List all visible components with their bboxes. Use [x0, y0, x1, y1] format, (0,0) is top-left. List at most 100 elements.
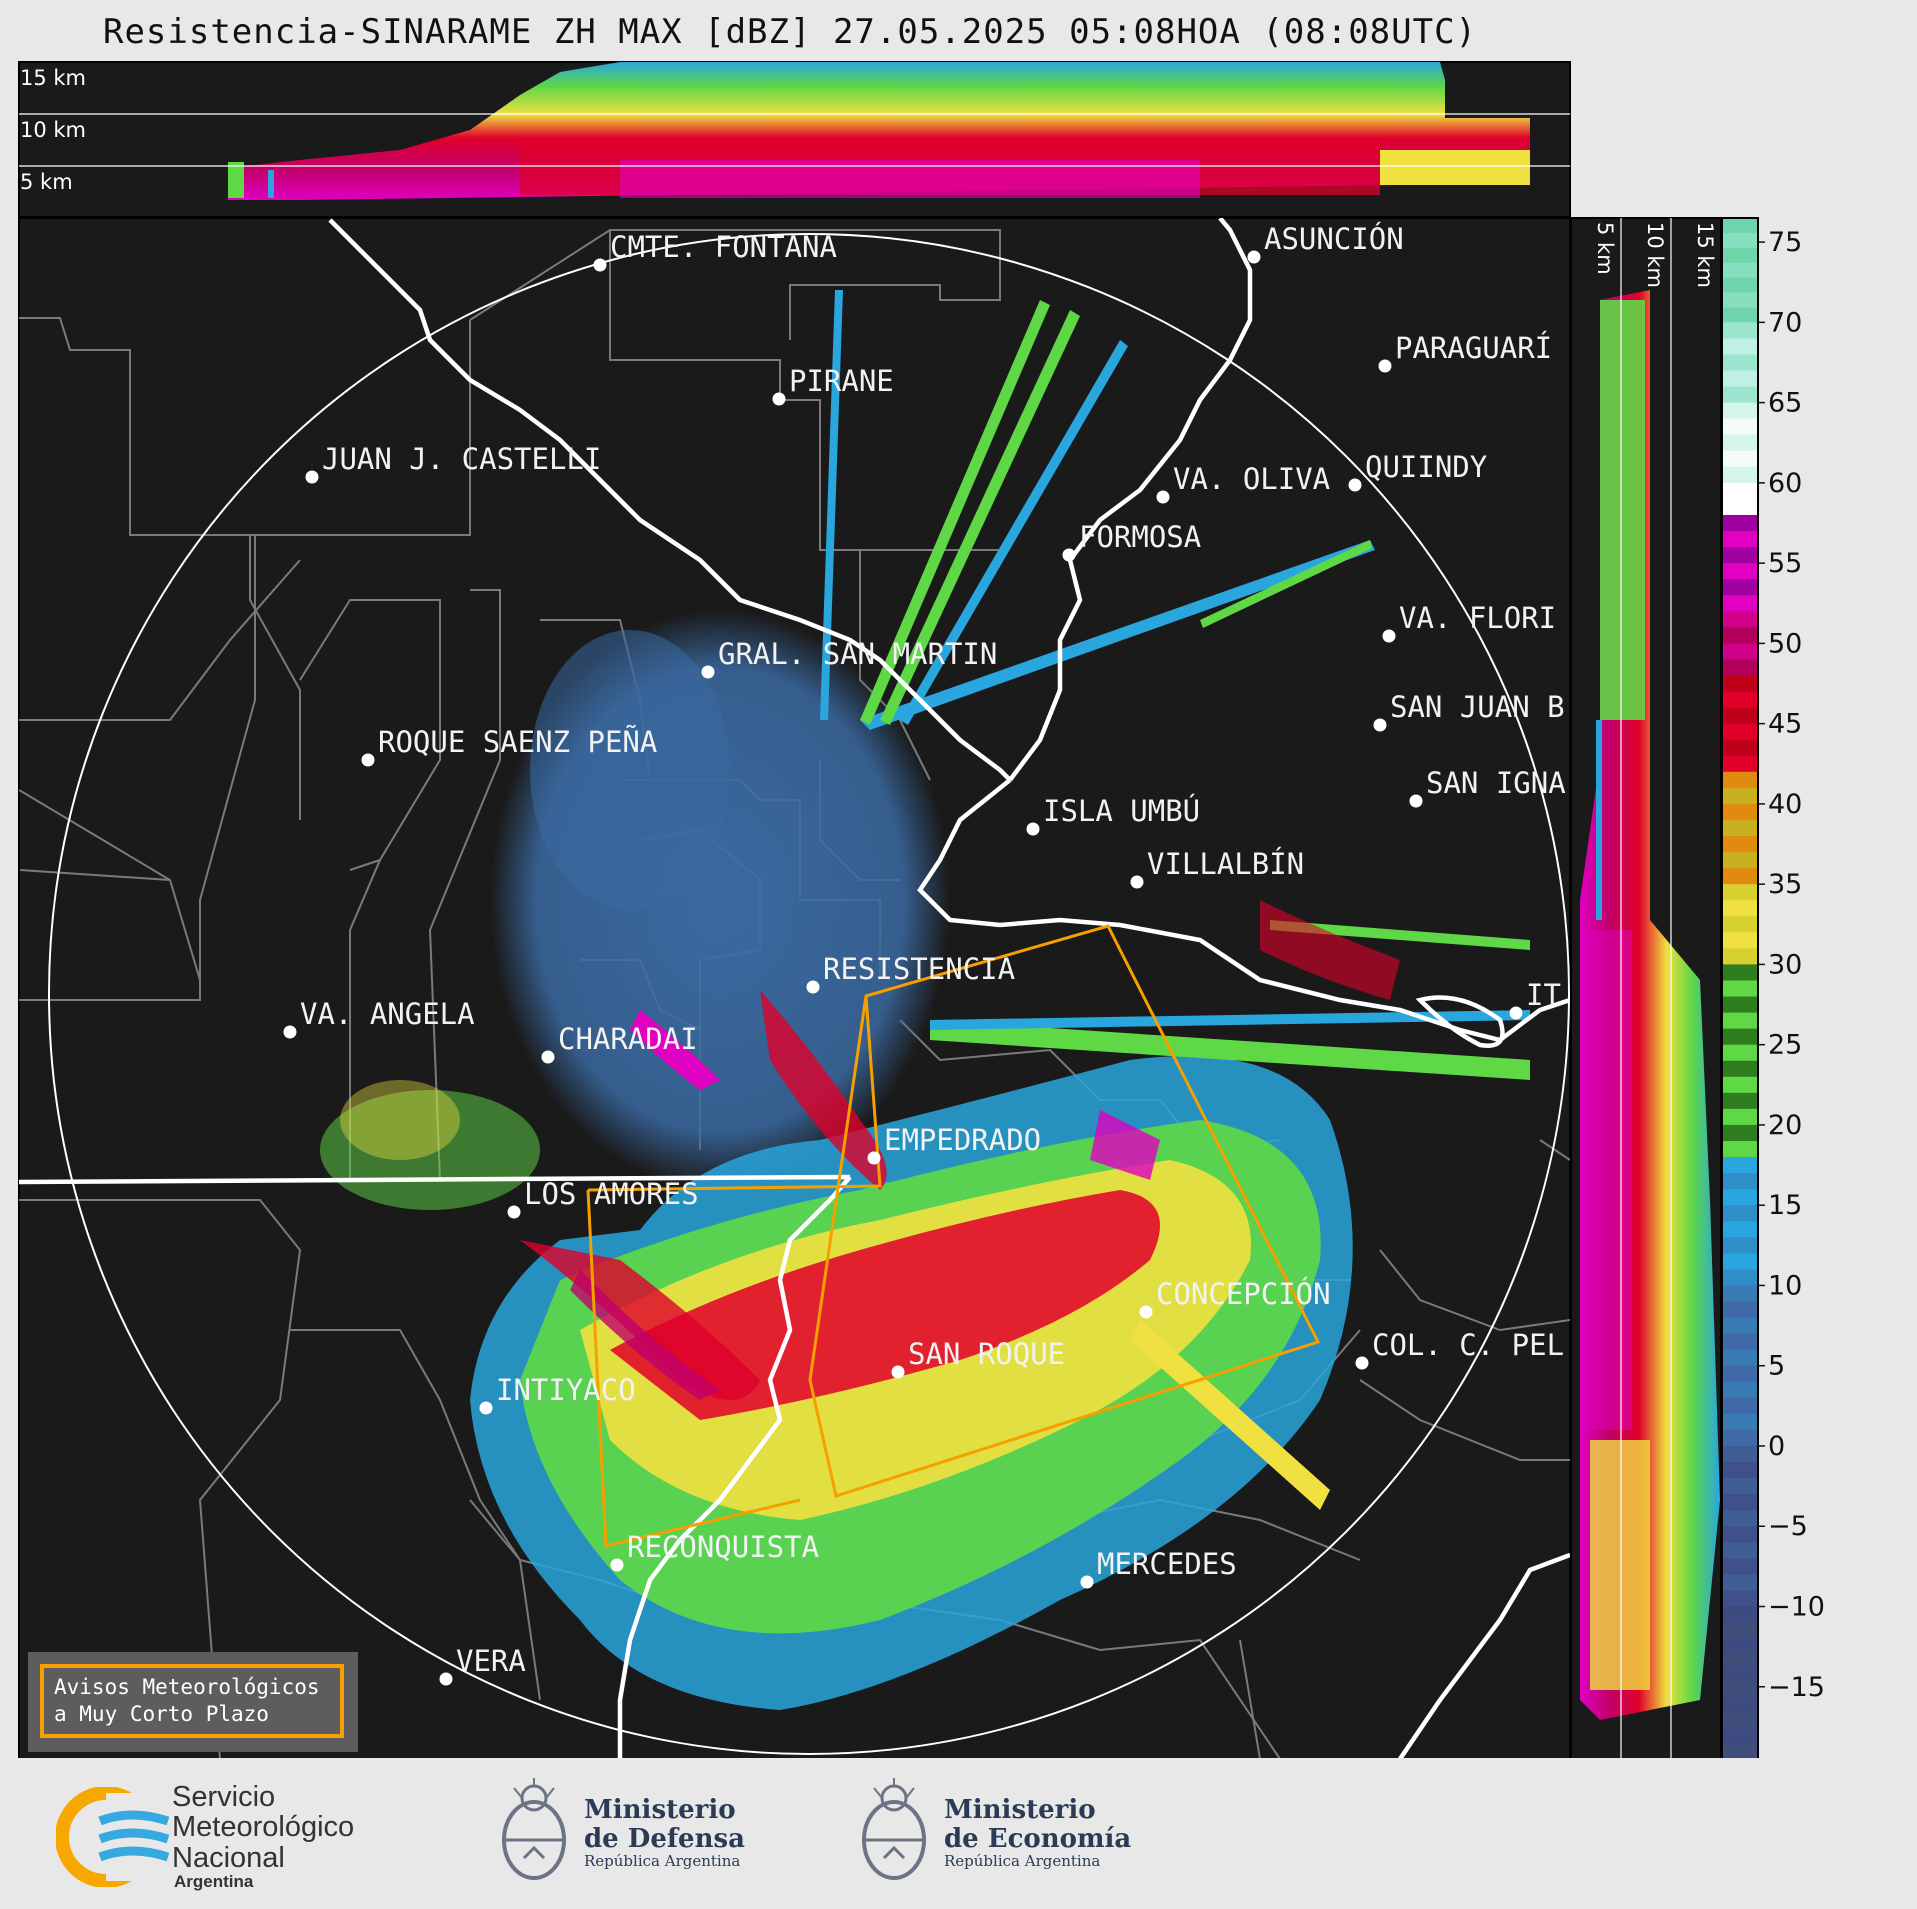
defensa-line3: República Argentina [584, 1852, 741, 1871]
colorbar-band [1722, 675, 1758, 693]
colorbar-band [1722, 1667, 1758, 1684]
colorbar-tick-label: 30 [1768, 949, 1802, 980]
defensa-line2: de Defensa [584, 1823, 745, 1854]
city-label: PARAGUARÍ [1395, 331, 1552, 365]
colorbar-band [1722, 723, 1758, 741]
colorbar-band [1722, 1124, 1758, 1142]
smn-logo: Servicio Meteorológico Nacional Argentin… [56, 1782, 354, 1891]
colorbar-tick-label: 50 [1768, 628, 1802, 659]
city-label: IT [1526, 978, 1561, 1012]
city-marker [439, 1672, 453, 1686]
city-marker [1026, 822, 1040, 836]
colorbar-tick-label: 60 [1768, 468, 1802, 499]
colorbar-band [1722, 262, 1758, 279]
smn-line3: Nacional [172, 1841, 285, 1874]
colorbar-band [1722, 1253, 1758, 1271]
colorbar-band [1722, 916, 1758, 933]
smn-line2: Meteorológico [172, 1811, 355, 1844]
colorbar-band [1722, 466, 1758, 484]
city-label: EMPEDRADO [884, 1123, 1041, 1157]
colorbar-band [1722, 771, 1758, 789]
colorbar-band [1722, 659, 1758, 677]
city-marker [1156, 490, 1170, 504]
colorbar-band [1722, 803, 1758, 821]
city-label: GRAL. SAN MARTIN [718, 637, 997, 671]
colorbar-band [1722, 402, 1758, 420]
city-label: INTIYACO [496, 1373, 636, 1407]
colorbar-band [1722, 307, 1758, 323]
economia-logo: Ministerio de Economía República Argenti… [854, 1778, 1131, 1888]
colorbar-band [1722, 627, 1758, 644]
colorbar-tick-label: 35 [1768, 869, 1802, 900]
colorbar-band [1722, 948, 1758, 966]
colorbar-band [1722, 1205, 1758, 1222]
top-km-label-5: 5 km [20, 170, 73, 194]
colorbar-band [1722, 338, 1758, 356]
city-label: CHARADAI [558, 1022, 698, 1056]
city-label: ISLA UMBÚ [1043, 794, 1200, 828]
city-marker [1509, 1006, 1523, 1020]
argentina-coat-of-arms-icon [502, 1778, 566, 1880]
colorbar-band [1722, 1682, 1758, 1699]
colorbar-band [1722, 1743, 1758, 1760]
colorbar-band [1722, 868, 1758, 885]
city-marker [1139, 1305, 1153, 1319]
smn-logo-text: Servicio Meteorológico Nacional Argentin… [172, 1782, 354, 1891]
colorbar-band [1722, 218, 1758, 234]
colorbar-tick-label: 0 [1768, 1431, 1785, 1462]
colorbar-band [1722, 932, 1758, 949]
defensa-logo: Ministerio de Defensa República Argentin… [494, 1778, 745, 1888]
colorbar-band [1722, 1542, 1758, 1559]
colorbar-band [1722, 1365, 1758, 1383]
colorbar-tick-label: 20 [1768, 1110, 1802, 1141]
city-label: RESISTENCIA [823, 952, 1015, 986]
city-marker [1382, 629, 1396, 643]
colorbar-band [1722, 277, 1758, 294]
colorbar-tick-label: 75 [1768, 227, 1802, 258]
city-label: QUIINDY [1365, 450, 1487, 484]
city-marker [361, 753, 375, 767]
colorbar-tick-label: −15 [1768, 1672, 1825, 1703]
city-marker [305, 470, 319, 484]
colorbar-tick-label: 5 [1768, 1351, 1785, 1382]
city-label: SAN JUAN B [1390, 690, 1565, 724]
city-marker [1348, 478, 1362, 492]
colorbar-band [1722, 787, 1758, 805]
city-label: VILLALBÍN [1147, 847, 1304, 881]
colorbar-band [1722, 739, 1758, 757]
city-label: ASUNCIÓN [1264, 222, 1404, 256]
colorbar-band [1722, 1044, 1758, 1062]
colorbar-band [1722, 884, 1758, 901]
city-label: SAN IGNA [1426, 766, 1566, 800]
warning-polygon-concepcion [808, 924, 1321, 1498]
colorbar-band [1722, 1157, 1758, 1174]
city-marker [867, 1151, 881, 1165]
city-label: VA. OLIVA [1173, 462, 1330, 496]
colorbar-band [1722, 1349, 1758, 1367]
city-marker [1409, 794, 1423, 808]
colorbar-band [1722, 579, 1758, 596]
colorbar-band [1722, 1713, 1758, 1730]
colorbar-band [1722, 1028, 1758, 1046]
warning-legend-line2: a Muy Corto Plazo [54, 1702, 269, 1727]
city-marker [593, 258, 607, 272]
city-label: SAN ROQUE [908, 1337, 1065, 1371]
colorbar-tick-label: 55 [1768, 548, 1802, 579]
colorbar-band [1722, 1173, 1758, 1190]
smn-line4: Argentina [174, 1872, 254, 1892]
warning-legend-frame: Avisos Meteorológicos a Muy Corto Plazo [40, 1664, 344, 1738]
radar-echoes [320, 290, 1530, 1710]
colorbar-band [1722, 1189, 1758, 1206]
city-label: MERCEDES [1097, 1547, 1237, 1581]
colorbar-band [1722, 1237, 1758, 1254]
city-marker [772, 392, 786, 406]
colorbar-band [1722, 1510, 1758, 1527]
colorbar-band [1722, 819, 1758, 837]
colorbar-band [1722, 1606, 1758, 1623]
colorbar-band [1722, 514, 1758, 532]
colorbar-band [1722, 1060, 1758, 1078]
colorbar-bands [1722, 218, 1758, 1760]
colorbar-band [1722, 1637, 1758, 1653]
